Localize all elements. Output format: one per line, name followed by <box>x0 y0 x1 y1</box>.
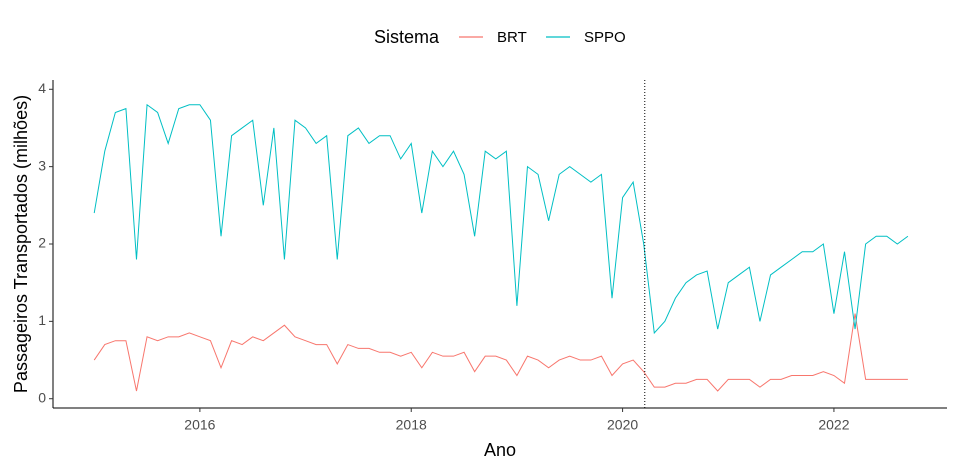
legend-title: Sistema <box>374 27 440 47</box>
x-tick-label: 2022 <box>818 417 849 433</box>
y-tick-label: 0 <box>38 389 46 405</box>
legend-label: BRT <box>497 29 527 46</box>
x-axis-label: Ano <box>484 440 516 460</box>
x-tick-label: 2020 <box>607 417 638 433</box>
y-axis-label: Passageiros Transportados (milhões) <box>11 95 31 393</box>
legend-label: SPPO <box>584 29 626 46</box>
series-line <box>93 103 909 335</box>
x-tick-label: 2018 <box>396 417 427 433</box>
y-tick-label: 2 <box>38 235 46 251</box>
y-tick-label: 3 <box>38 157 46 173</box>
series-line <box>93 313 908 392</box>
x-tick-label: 2016 <box>184 417 215 433</box>
y-tick-label: 4 <box>38 80 46 96</box>
legend: Sistema BRT SPPO <box>374 27 626 47</box>
y-tick-label: 1 <box>38 312 46 328</box>
